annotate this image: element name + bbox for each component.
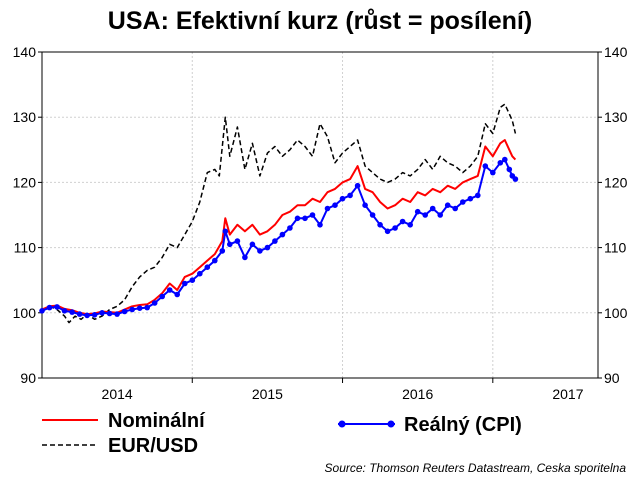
series-point-real: [392, 225, 398, 231]
series-point-real: [324, 205, 331, 212]
series-point-real: [54, 304, 60, 310]
y-tick-label-right: 110: [604, 240, 627, 256]
y-tick-label-right: 120: [604, 174, 628, 190]
series-point-real: [166, 287, 173, 293]
series-point-real: [317, 222, 323, 228]
series-point-real: [182, 280, 188, 287]
series-point-real: [332, 202, 338, 208]
series-point-real: [159, 293, 165, 300]
series-point-real: [302, 215, 308, 222]
y-tick-label-right: 100: [604, 305, 628, 321]
series-point-real: [69, 309, 75, 315]
series-point-real: [339, 195, 346, 202]
grid: [42, 52, 598, 378]
series-group: [39, 103, 519, 324]
plot-frame: [41, 51, 599, 379]
series-point-real: [502, 156, 508, 163]
series-point-real: [279, 231, 286, 238]
series-point-real: [309, 212, 316, 218]
series-point-real: [249, 241, 256, 248]
series-point-real: [460, 199, 466, 205]
series-point-real: [242, 254, 248, 261]
series-point-real: [377, 222, 383, 228]
y-tick-label-left: 120: [13, 174, 37, 190]
series-point-real: [264, 244, 271, 251]
legend-marker-real-left: [338, 420, 346, 428]
series-point-real: [174, 291, 180, 298]
y-tick-label-left: 140: [13, 44, 37, 60]
series-point-real: [414, 208, 421, 215]
legend-label-nominal: Nominální: [108, 410, 206, 432]
legend: Nominální EUR/USD Reálný (CPI): [42, 410, 522, 457]
x-tick-label: 2017: [552, 386, 583, 402]
x-tick-label: 2014: [102, 386, 133, 402]
axis-ticks: 90 90 100 100 110 110 120 120 130 130 140 140 2014 20…: [13, 44, 628, 402]
series-line-1: [41, 103, 517, 324]
series-point-real: [422, 212, 429, 218]
y-tick-label-right: 140: [604, 44, 628, 60]
series-point-real: [84, 312, 90, 319]
series-point-real: [369, 212, 376, 218]
series-point-real: [151, 300, 158, 306]
series-point-real: [212, 257, 218, 264]
series-point-real: [294, 215, 301, 222]
series-point-real: [39, 308, 45, 314]
series-point-real: [429, 205, 436, 212]
legend-label-eurusd: EUR/USD: [108, 435, 198, 457]
series-point-real: [136, 305, 143, 312]
series-point-real: [129, 306, 135, 313]
series-point-real: [407, 222, 414, 228]
y-tick-label-left: 100: [13, 305, 37, 321]
series-point-real: [46, 304, 53, 311]
series-point-real: [234, 238, 241, 244]
series-point-real: [76, 311, 83, 317]
series-point-real: [204, 264, 211, 271]
series-point-real: [384, 228, 391, 235]
legend-marker-real-right: [387, 420, 395, 428]
source-note: Source: Thomson Reuters Datastream, Cesk…: [325, 461, 627, 475]
series-point-real: [482, 163, 489, 169]
series-point-real: [227, 241, 233, 248]
series-point-real: [490, 169, 496, 176]
series-point-real: [114, 311, 120, 317]
y-tick-label-right: 90: [604, 370, 620, 386]
series-point-real: [512, 176, 519, 182]
series-point-real: [362, 202, 368, 208]
y-tick-label-left: 110: [14, 240, 37, 256]
series-point-real: [106, 310, 113, 317]
y-tick-label-right: 130: [604, 109, 628, 125]
series-point-real: [347, 192, 353, 199]
series-point-real: [99, 310, 105, 316]
y-tick-label-left: 130: [13, 109, 37, 125]
x-tick-label: 2016: [402, 386, 433, 402]
series-point-real: [506, 166, 513, 173]
series-point-real: [287, 225, 293, 231]
series-point-real: [452, 205, 459, 212]
series-point-real: [497, 160, 504, 166]
series-point-real: [61, 308, 68, 314]
series-point-real: [197, 270, 203, 277]
series-point-real: [91, 312, 98, 318]
series-point-real: [144, 304, 150, 311]
series-point-real: [354, 182, 361, 189]
chart-title: USA: Efektivní kurz (růst = posílení): [108, 7, 532, 35]
y-tick-label-left: 90: [20, 370, 36, 386]
series-point-real: [257, 248, 263, 254]
series-point-real: [219, 248, 226, 254]
series-point-real: [437, 212, 444, 218]
series-point-real: [399, 218, 406, 225]
series-point-real: [467, 195, 474, 202]
x-tick-label: 2015: [252, 386, 283, 402]
series-point-real: [272, 238, 278, 244]
series-point-real: [475, 192, 481, 199]
legend-label-real: Reálný (CPI): [404, 414, 522, 436]
series-point-real: [444, 202, 451, 208]
series-point-real: [121, 308, 128, 315]
series-point-real: [222, 228, 229, 235]
series-point-real: [189, 277, 196, 284]
